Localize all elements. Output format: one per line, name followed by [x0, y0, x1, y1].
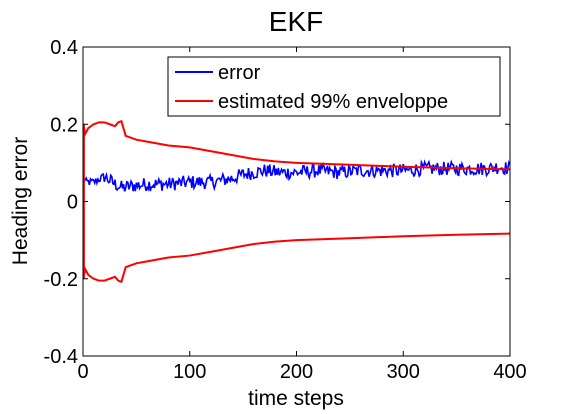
y-tick-label: 0.4 [50, 37, 78, 59]
x-tick-label: 200 [280, 361, 313, 383]
legend: error estimated 99% enveloppe [167, 56, 501, 117]
x-tick-label: 100 [173, 361, 206, 383]
y-tick-label: 0.2 [50, 114, 78, 136]
series-line-error [83, 159, 510, 192]
legend-box [167, 56, 501, 117]
ticks-layer: 0 100 200 300 400 0.4 0.2 0 -0.2 -0.4 [44, 37, 527, 383]
legend-label-envelope: estimated 99% enveloppe [218, 91, 448, 113]
series-line-envelope-lower [83, 232, 510, 284]
legend-label-error: error [218, 62, 261, 84]
x-tick-label: 400 [493, 361, 526, 383]
series-line-envelope-upper [83, 119, 510, 171]
series-layer [83, 119, 510, 284]
y-tick-label: -0.4 [44, 346, 78, 368]
chart-title: EKF [269, 6, 323, 37]
x-axis-label: time steps [248, 387, 344, 410]
y-tick-label: -0.2 [44, 269, 78, 291]
x-tick-label: 0 [77, 361, 88, 383]
x-tick-label: 300 [387, 361, 420, 383]
y-axis-label: Heading error [9, 137, 32, 265]
y-tick-label: 0 [67, 192, 78, 214]
